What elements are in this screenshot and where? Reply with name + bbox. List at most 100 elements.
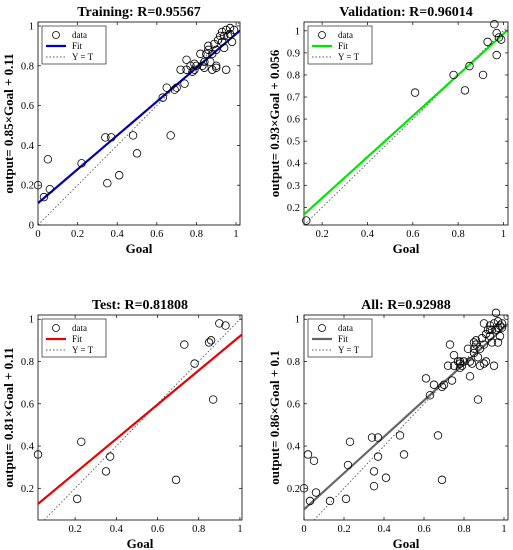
data-point	[223, 31, 233, 41]
data-point	[303, 450, 313, 459]
data-point	[33, 450, 43, 459]
data-point	[39, 192, 49, 202]
x-tick-label: 1	[501, 524, 506, 535]
data-point	[437, 382, 447, 392]
y-tick-label: 0.6	[287, 399, 300, 410]
x-tick-label: 0.8	[192, 524, 205, 535]
chart-title: Test: R=0.81808	[92, 298, 188, 313]
data-point	[217, 37, 227, 47]
y-tick-label: 0.6	[287, 115, 300, 126]
data-point	[204, 338, 214, 347]
data-point	[190, 59, 199, 68]
data-point	[493, 338, 503, 347]
data-point	[217, 27, 227, 37]
data-point	[212, 61, 221, 70]
identity-line	[38, 22, 240, 225]
data-point	[445, 340, 455, 349]
y-tick-label: 0.2	[21, 484, 34, 495]
data-point	[212, 45, 221, 55]
data-point	[128, 131, 138, 140]
data-point	[219, 43, 229, 53]
x-tick-label: 0.6	[417, 524, 430, 535]
data-point	[437, 475, 447, 485]
chart-title: Training: R=0.95567	[77, 5, 201, 20]
data-point	[485, 321, 495, 330]
panel-2: 0.2 0.4 0.6 0.8 1 0.2 0.3 0.4 0.5 0.6 0.7 0.8 0.9 1 Va…	[267, 5, 509, 256]
x-tick-label: 0.2	[71, 229, 84, 240]
data-point	[221, 65, 231, 74]
data-point	[449, 350, 459, 360]
data-point	[487, 338, 497, 347]
data-point	[33, 180, 43, 190]
data-point	[341, 494, 351, 504]
legend-label: data	[72, 323, 87, 333]
x-tick-label: 0.8	[190, 229, 203, 240]
data-point	[494, 33, 504, 42]
data-point	[449, 70, 458, 80]
legend-label: Y = T	[72, 52, 94, 62]
data-point	[367, 433, 377, 442]
data-point	[447, 376, 457, 385]
legend-data-marker	[318, 324, 326, 332]
x-tick-label: 0.2	[337, 524, 350, 535]
y-tick-label: 1	[295, 26, 300, 37]
y-tick-label: 1	[29, 315, 34, 326]
data-point	[215, 319, 224, 328]
data-point	[491, 308, 501, 318]
fit-line	[38, 29, 240, 204]
legend-data-marker	[52, 31, 60, 39]
data-point	[421, 374, 431, 383]
data-point	[475, 361, 485, 370]
x-tick-label: 0.2	[316, 229, 329, 240]
panel-4: 0 0.2 0.4 0.6 0.8 1 0.2 0.4 0.6 0.8 1 All: R=0.9298…	[267, 298, 509, 550]
data-point	[433, 431, 443, 440]
data-point	[471, 336, 481, 345]
x-axis-label: Goal	[127, 536, 154, 550]
data-point	[465, 61, 474, 71]
data-point	[495, 331, 505, 341]
data-point	[490, 20, 499, 29]
data-point	[479, 319, 489, 328]
data-point	[497, 323, 507, 332]
data-point	[469, 338, 479, 347]
legend-label: data	[338, 30, 353, 40]
y-tick-label: 0.4	[287, 159, 301, 170]
y-tick-label: 0.3	[287, 181, 300, 192]
x-tick-label: 0.8	[452, 229, 465, 240]
data-point	[107, 133, 116, 142]
data-point	[493, 317, 503, 326]
panel-3: 0.2 0.4 0.6 0.8 1 0.2 0.4 0.6 0.8 1 Test: R=0.8180…	[1, 298, 243, 550]
data-point	[72, 494, 82, 504]
data-point	[172, 83, 181, 92]
y-tick-label: 0.5	[287, 137, 300, 148]
data-point	[497, 319, 507, 328]
x-tick-label: 1	[233, 229, 238, 240]
x-tick-label: 1	[237, 524, 242, 535]
data-point	[399, 450, 409, 459]
data-point	[176, 65, 185, 74]
data-point	[465, 372, 475, 381]
data-point	[43, 155, 53, 164]
legend-label: Y = T	[338, 52, 360, 62]
data-point	[343, 460, 353, 470]
data-point	[170, 85, 179, 94]
y-tick-label: 0.8	[21, 357, 34, 368]
data-point	[182, 55, 191, 65]
data-point	[465, 357, 475, 366]
data-point	[302, 216, 311, 225]
data-point	[473, 353, 483, 362]
y-tick-label: 0.2	[287, 484, 300, 495]
data-point	[489, 361, 499, 370]
data-point	[214, 35, 223, 45]
fit-line	[304, 28, 508, 216]
data-point	[369, 481, 379, 491]
data-point	[497, 35, 506, 44]
data-point	[463, 344, 473, 354]
data-point	[455, 359, 465, 368]
data-point	[200, 57, 209, 67]
fit-line	[304, 323, 508, 511]
data-point	[467, 359, 477, 368]
y-axis-label: output= 0.93×Goal + 0.056	[267, 49, 282, 197]
data-point	[180, 79, 189, 88]
